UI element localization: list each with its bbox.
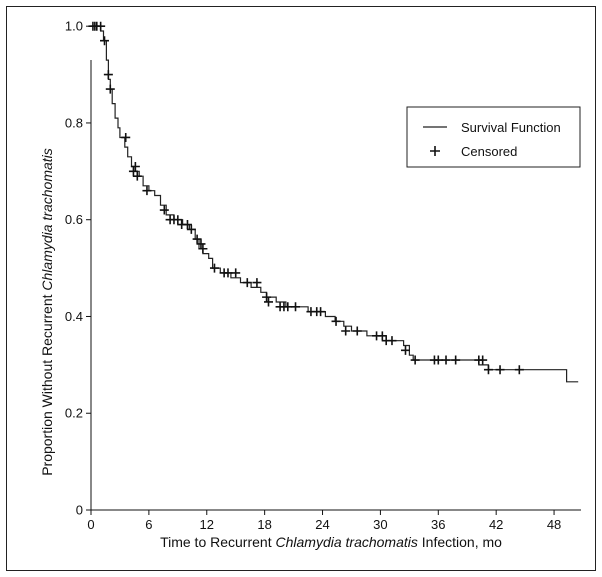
censored-marker [96, 21, 106, 31]
x-tick-label-18: 18 [257, 517, 271, 532]
censored-marker [159, 205, 169, 215]
y-tick-label-1.0: 1.0 [65, 19, 83, 34]
x-axis-title-prefix: Time to Recurrent [160, 534, 275, 550]
y-axis-title: Proportion Without Recurrent Chlamydia t… [39, 148, 55, 476]
x-tick-label-36: 36 [431, 517, 445, 532]
legend-box [406, 106, 581, 168]
x-tick-label-24: 24 [315, 517, 329, 532]
censored-marker [262, 292, 272, 302]
plot-area [88, 21, 579, 383]
censored-marker [451, 355, 461, 365]
y-axis-title-italic: Chlamydia trachomatis [39, 148, 55, 290]
censored-marker [121, 132, 131, 142]
censored-marker [410, 355, 420, 365]
censored-marker [331, 316, 341, 326]
legend-label-censored: Censored [461, 144, 517, 159]
censored-marker [400, 345, 410, 355]
censored-marker [377, 331, 387, 341]
censored-marker [514, 365, 524, 375]
censored-marker [252, 278, 262, 288]
figure-frame [6, 6, 596, 571]
legend: Survival Function Censored [406, 106, 581, 168]
censored-marker [128, 166, 138, 176]
x-tick-label-30: 30 [373, 517, 387, 532]
censored-marker [103, 70, 113, 80]
x-tick-label-6: 6 [145, 517, 152, 532]
censored-marker [209, 263, 219, 273]
survival-curve [91, 25, 579, 383]
censored-marker [387, 336, 397, 346]
x-tick-label-48: 48 [547, 517, 561, 532]
legend-plus-symbol [430, 146, 440, 156]
x-tick-label-42: 42 [489, 517, 503, 532]
censored-marker [283, 302, 293, 312]
y-tick-label-0.8: 0.8 [65, 115, 83, 130]
y-tick-label-0: 0 [76, 503, 83, 518]
censored-marker [341, 326, 351, 336]
x-tick-label-0: 0 [87, 517, 94, 532]
x-axis-title-suffix: Infection, mo [418, 534, 502, 550]
censored-marker [441, 355, 451, 365]
y-axis-title-prefix: Proportion Without Recurrent [39, 291, 55, 476]
x-axis-title: Time to Recurrent Chlamydia trachomatis … [160, 534, 502, 550]
censored-marker [433, 355, 443, 365]
y-tick-label-0.6: 0.6 [65, 212, 83, 227]
y-tick-label-0.4: 0.4 [65, 309, 83, 324]
censored-marker [186, 224, 196, 234]
censored-marker [495, 365, 505, 375]
censored-marker [242, 278, 252, 288]
x-tick-label-12: 12 [200, 517, 214, 532]
censored-marker [182, 220, 192, 230]
censored-marker [291, 302, 301, 312]
y-tick-label-0.2: 0.2 [65, 406, 83, 421]
censored-marker [105, 84, 115, 94]
censored-marker [142, 186, 152, 196]
censored-marker [352, 326, 362, 336]
censored-marker [316, 307, 326, 317]
censored-marker [483, 365, 493, 375]
censored-marker [100, 36, 110, 46]
legend-label-survival: Survival Function [461, 120, 561, 135]
censored-marker [478, 355, 488, 365]
censored-marker [223, 268, 233, 278]
censored-marker [196, 239, 206, 249]
censored-marker [192, 234, 202, 244]
censored-marker [198, 244, 208, 254]
x-axis-title-italic: Chlamydia trachomatis [275, 534, 417, 550]
censored-marker [173, 215, 183, 225]
censored-marker [231, 268, 241, 278]
censored-marker [130, 161, 140, 171]
censored-marker [132, 171, 142, 181]
censored-marker [264, 297, 274, 307]
axes: 0 6 12 18 24 30 36 42 48 0 0.2 0.4 0.6 0.8 1.0 [65, 19, 581, 532]
